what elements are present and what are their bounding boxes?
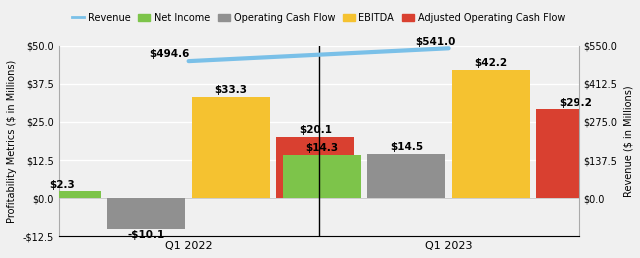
Text: -$10.1: -$10.1 xyxy=(128,230,165,240)
Text: $33.3: $33.3 xyxy=(214,85,248,95)
Text: $2.3: $2.3 xyxy=(49,180,75,190)
Text: $29.2: $29.2 xyxy=(559,98,592,108)
Y-axis label: Profitability Metrics ($ in Millions): Profitability Metrics ($ in Millions) xyxy=(7,59,17,223)
Bar xyxy=(367,154,445,198)
Text: $42.2: $42.2 xyxy=(474,58,508,68)
Bar xyxy=(276,137,355,198)
Text: $20.1: $20.1 xyxy=(299,125,332,135)
Bar xyxy=(536,109,614,198)
Bar xyxy=(452,70,530,198)
Text: $541.0: $541.0 xyxy=(415,37,456,47)
Y-axis label: Revenue ($ in Millions): Revenue ($ in Millions) xyxy=(623,85,633,197)
Text: $14.3: $14.3 xyxy=(305,143,339,153)
Legend: Revenue, Net Income, Operating Cash Flow, EBITDA, Adjusted Operating Cash Flow: Revenue, Net Income, Operating Cash Flow… xyxy=(68,9,569,27)
Bar xyxy=(283,155,361,198)
Text: $494.6: $494.6 xyxy=(149,50,189,60)
Bar xyxy=(192,97,270,198)
Bar xyxy=(23,191,101,198)
Text: $14.5: $14.5 xyxy=(390,142,423,152)
Bar xyxy=(108,198,186,229)
